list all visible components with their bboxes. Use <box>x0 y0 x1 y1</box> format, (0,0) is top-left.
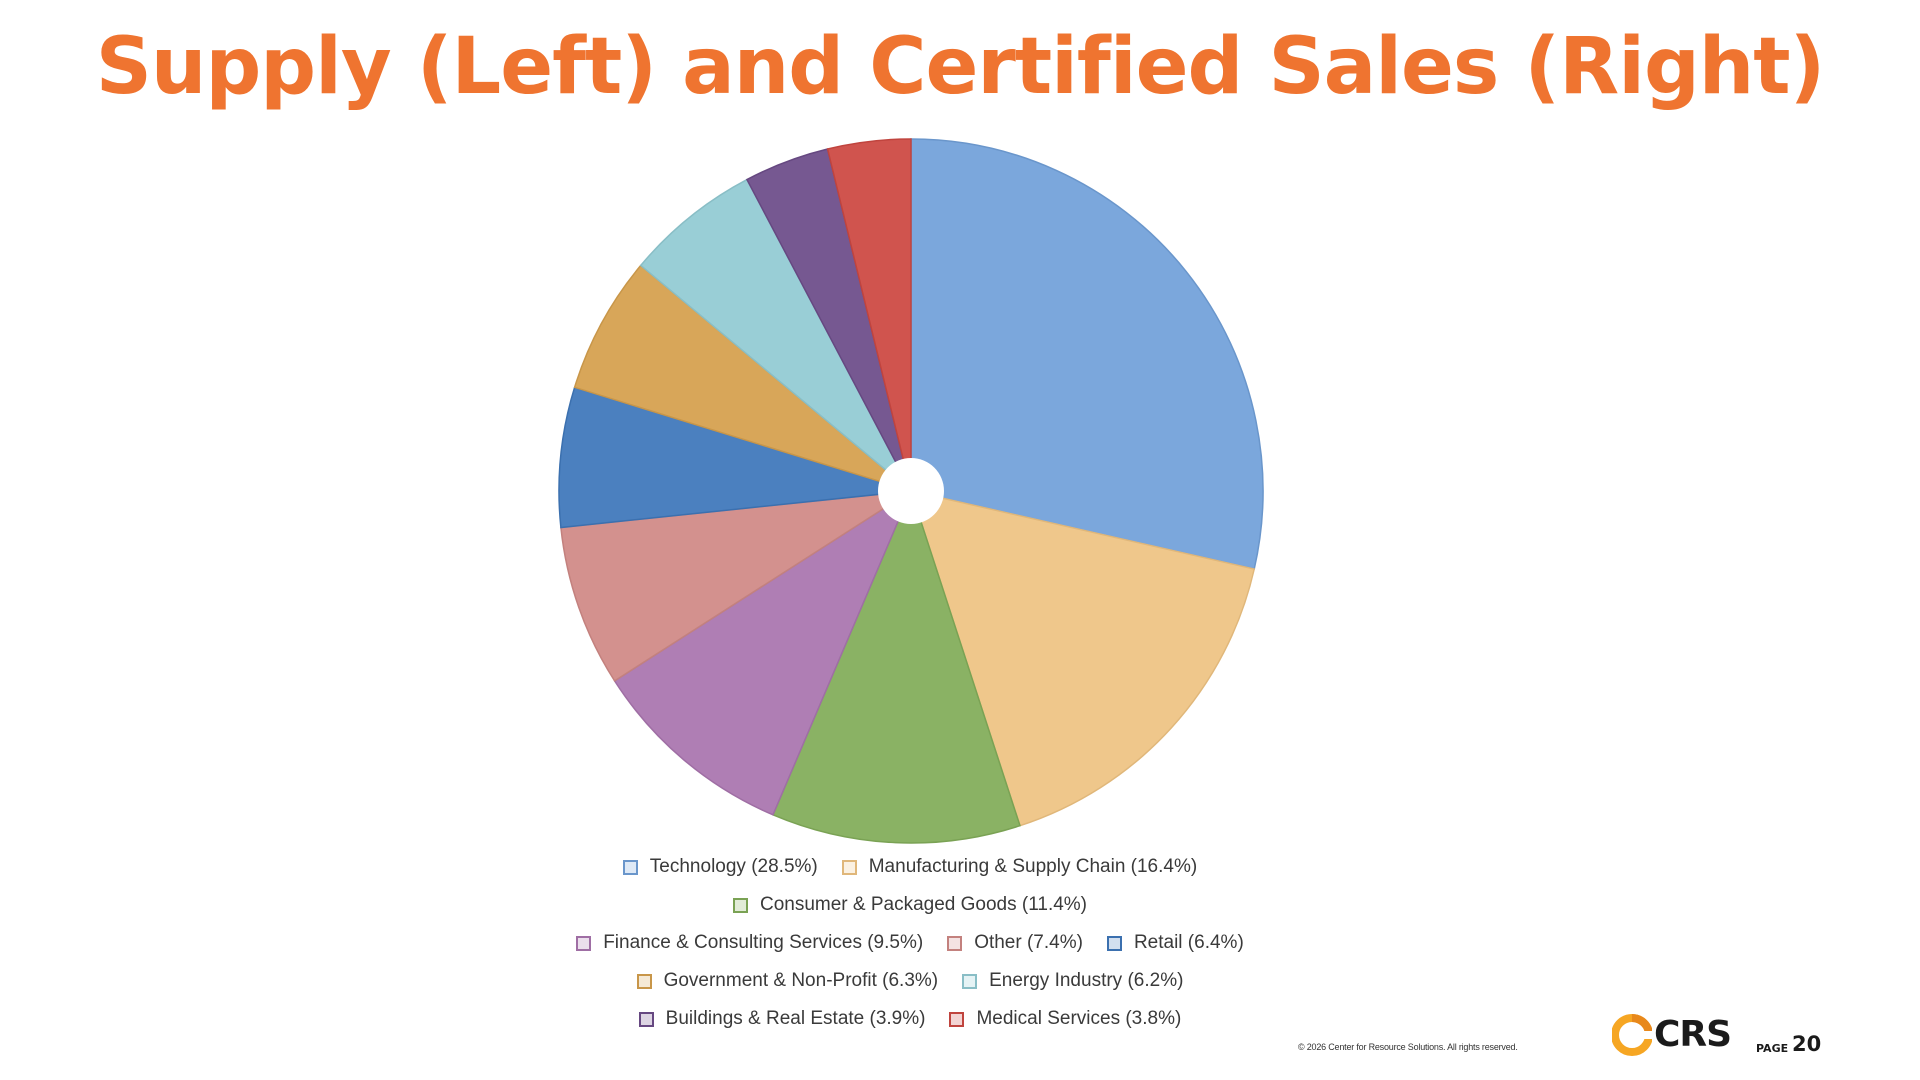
pie-slice-2 <box>771 488 1021 844</box>
legend-label: Consumer & Packaged Goods (11.4%) <box>759 894 1088 915</box>
legend-row: Consumer & Packaged Goods (11.4%) <box>560 886 1260 924</box>
pie-slice-7 <box>639 178 912 492</box>
page-number: 20 <box>1792 1032 1822 1056</box>
legend-label: Medical Services (3.8%) <box>976 1008 1182 1029</box>
legend-item: Technology (28.5%) <box>622 856 818 878</box>
legend-item: Consumer & Packaged Goods (11.4%) <box>732 894 1088 916</box>
legend-swatch <box>636 973 652 989</box>
legend-item: Buildings & Real Estate (3.9%) <box>638 1008 926 1030</box>
crs-logo: CRS <box>1611 1014 1732 1056</box>
legend-item: Other (7.4%) <box>947 932 1083 954</box>
legend-label: Retail (6.4%) <box>1133 932 1244 953</box>
legend-swatch <box>622 859 638 875</box>
legend-swatch <box>732 897 748 913</box>
pie-slice-6 <box>573 264 912 492</box>
slide-title: Supply (Left) and Certified Sales (Right… <box>95 22 1826 112</box>
pie-slice-0 <box>910 138 1264 570</box>
legend-swatch <box>947 935 963 951</box>
legend-item: Finance & Consulting Services (9.5%) <box>576 932 923 954</box>
legend-item: Energy Industry (6.2%) <box>962 970 1183 992</box>
page-label: PAGE <box>1756 1042 1789 1055</box>
pie-slice-1 <box>909 489 1256 827</box>
legend-swatch <box>638 1011 654 1027</box>
legend-row: Technology (28.5%) Manufacturing & Supply… <box>560 848 1260 886</box>
legend-item: Retail (6.4%) <box>1106 932 1244 954</box>
legend-swatch <box>576 935 592 951</box>
crs-logo-icon <box>1611 1014 1653 1056</box>
pie-slice-3 <box>613 489 913 816</box>
legend-swatch <box>949 1011 965 1027</box>
legend-label: Energy Industry (6.2%) <box>989 970 1184 991</box>
legend-label: Finance & Consulting Services (9.5%) <box>603 932 924 953</box>
copyright-notice: © 2026 Center for Resource Solutions. Al… <box>1298 1042 1518 1052</box>
pie-slice-9 <box>826 138 912 492</box>
legend-item: Government & Non-Profit (6.3%) <box>636 970 939 992</box>
legend-swatch <box>841 859 857 875</box>
legend-swatch <box>962 973 978 989</box>
legend-label: Other (7.4%) <box>974 932 1083 953</box>
legend-label: Manufacturing & Supply Chain (16.4%) <box>868 856 1198 877</box>
legend-swatch <box>1106 935 1122 951</box>
legend-label: Government & Non-Profit (6.3%) <box>663 970 939 991</box>
donut-hole <box>878 458 944 524</box>
pie-slice-4 <box>560 490 912 682</box>
legend-item: Manufacturing & Supply Chain (16.4%) <box>841 856 1198 878</box>
legend-item: Medical Services (3.8%) <box>949 1008 1181 1030</box>
logo-text: CRS <box>1654 1014 1732 1055</box>
chart-legend: Technology (28.5%) Manufacturing & Supply… <box>560 848 1260 1038</box>
legend-label: Buildings & Real Estate (3.9%) <box>665 1008 926 1029</box>
pie-slice-5 <box>558 386 912 529</box>
legend-label: Technology (28.5%) <box>649 856 818 877</box>
legend-row: Finance & Consulting Services (9.5%) Othe… <box>560 924 1260 962</box>
legend-row: Buildings & Real Estate (3.9%) Medical Se… <box>560 1000 1260 1038</box>
legend-row: Government & Non-Profit (6.3%) Energy Ind… <box>560 962 1260 1000</box>
